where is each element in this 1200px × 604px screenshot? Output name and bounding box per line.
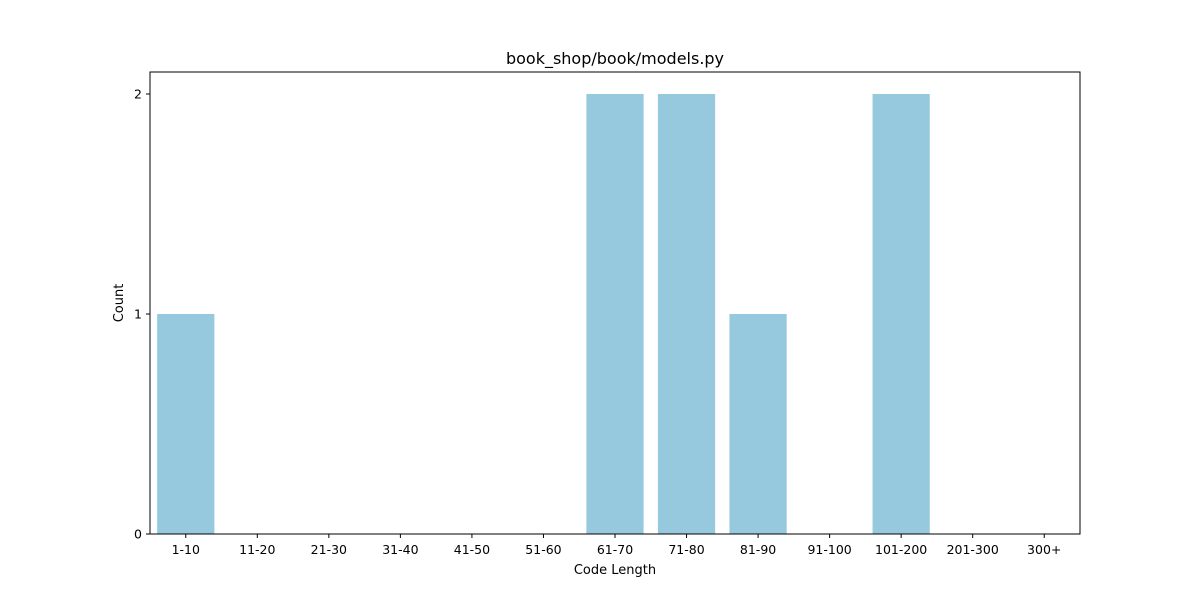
x-tick-label: 31-40 [382,542,418,557]
x-tick-label: 21-30 [311,542,347,557]
x-tick-label: 11-20 [239,542,275,557]
x-tick-label: 101-200 [875,542,927,557]
bar-1-10 [157,314,215,534]
chart-title: book_shop/book/models.py [506,49,724,69]
x-tick-label: 91-100 [807,542,851,557]
bar-71-80 [657,94,716,534]
x-tick-label: 51-60 [525,542,561,557]
x-tick-label: 71-80 [668,542,704,557]
x-tick-label: 300+ [1027,542,1061,557]
bar-81-90 [729,314,787,534]
x-tick-label: 1-10 [172,542,200,557]
bar-61-70 [586,94,644,534]
y-axis-ticks: 0 1 2 [134,87,150,542]
x-tick-label: 41-50 [454,542,490,557]
y-tick-label: 1 [134,307,142,322]
y-tick-label: 2 [134,87,142,102]
y-axis-label: Count [112,284,127,323]
y-tick-label: 0 [134,527,142,542]
x-tick-label: 201-300 [947,542,999,557]
bar-101-200 [872,94,930,534]
x-axis-ticks: 1-10 11-20 21-30 31-40 41-50 51-60 61-70 71-80 8… [172,534,1061,557]
x-tick-label: 81-90 [740,542,776,557]
x-axis-label: Code Length [574,563,656,578]
x-tick-label: 61-70 [597,542,633,557]
bars-layer [157,94,930,534]
